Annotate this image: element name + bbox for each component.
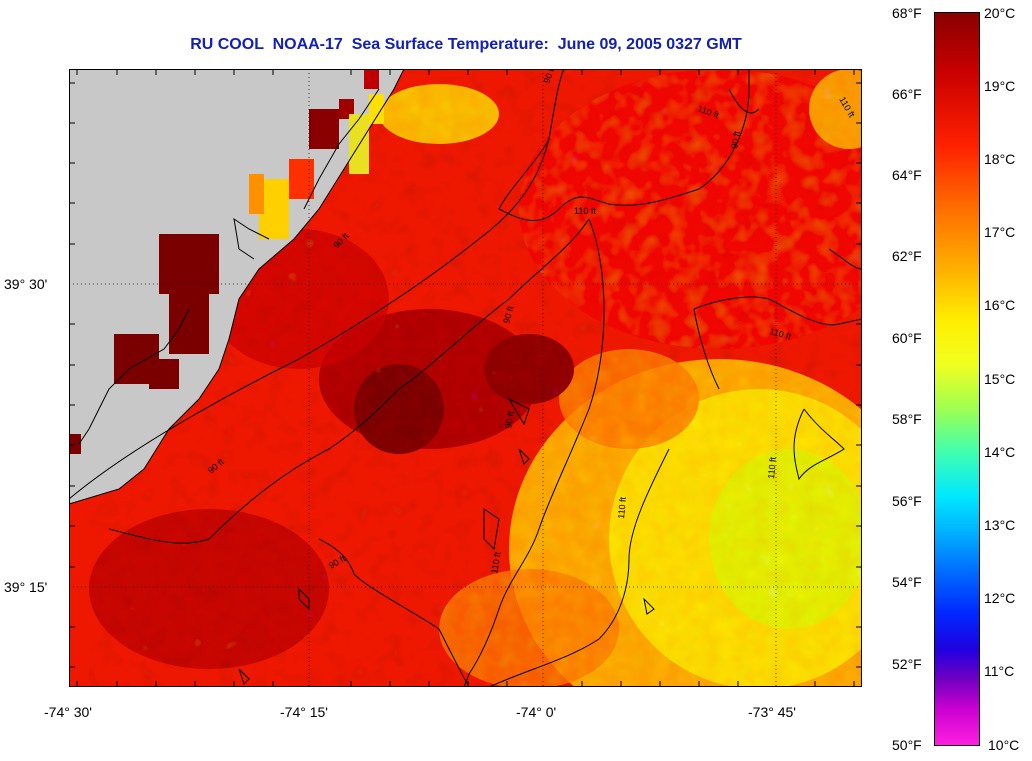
coastal-warm-pixels (69, 69, 384, 454)
colorbar-c-label-16: 16°C (984, 297, 1016, 313)
contour-label-110ft-s: 110 ft (616, 496, 628, 519)
y-tick-label-1: 39° 30' (4, 276, 48, 292)
colorbar-c-label-14: 14°C (984, 444, 1016, 460)
colorbar-c-label-12: 12°C (984, 590, 1016, 606)
graticule (69, 69, 862, 687)
colorbar-f-label-60: 60°F (892, 330, 922, 346)
contour-label-90ft-c: 90 ft (501, 305, 515, 325)
warm-tongue (559, 349, 699, 449)
colorbar-f-label-56: 56°F (892, 493, 922, 509)
contour-110ft-b (463, 218, 605, 687)
temperature-colorbar (934, 12, 980, 746)
colorbar-f-label-68: 68°F (892, 5, 922, 21)
cool-patch-n (379, 84, 499, 144)
sst-map-svg: 90 ft 110 ft 110 ft 90 ft 110 ft 90 ft 9… (69, 69, 862, 687)
contour-110ft-a (498, 69, 750, 222)
colorbar-f-label-50: 50°F (892, 737, 922, 753)
contour-110ft-h (728, 88, 760, 114)
colorbar-c-label-10: 10°C (988, 737, 1020, 753)
contour-label-90ft-ne: 90 ft (729, 130, 742, 149)
colorbar-c-label-15: 15°C (984, 371, 1016, 387)
contour-label-90ft-s: 90 ft (503, 410, 516, 429)
warm-patch-ne (519, 69, 862, 349)
contour-110ft-e (693, 308, 720, 390)
contour-label-110ft-se: 110 ft (766, 456, 778, 479)
contour-110ft-f (793, 408, 845, 481)
colorbar-c-label-11: 11°C (984, 663, 1015, 679)
x-tick-label-1: -74° 30' (44, 704, 92, 720)
x-tick-label-4: -73° 45' (748, 704, 796, 720)
contour-90ft-c (318, 538, 470, 687)
colorbar-f-label-66: 66°F (892, 86, 922, 102)
colorbar-c-label-13: 13°C (984, 517, 1016, 533)
colorbar-f-label-58: 58°F (892, 411, 922, 427)
cool-patch-se-core (709, 449, 862, 629)
hot-core-inner (354, 364, 444, 454)
x-tick-label-3: -74° 0' (516, 704, 557, 720)
cool-patch-ne-corner (809, 69, 862, 149)
colorbar-f-label-64: 64°F (892, 167, 922, 183)
contour-90ft-a (69, 69, 565, 500)
contour-90ft-b (108, 218, 590, 544)
colorbar-c-label-17: 17°C (984, 224, 1016, 240)
contour-110ft-g (828, 248, 862, 270)
contour-small-loops (238, 587, 655, 685)
colorbar-f-label-54: 54°F (892, 574, 922, 590)
colorbar-c-label-20: 20°C (984, 5, 1016, 21)
y-tick-label-2: 39° 15' (4, 579, 48, 595)
colorbar-f-label-52: 52°F (892, 656, 922, 672)
coastline (69, 69, 405, 505)
colorbar-c-label-18: 18°C (984, 151, 1016, 167)
colorbar-c-label-19: 19°C (984, 78, 1016, 94)
dark-patch-sw (89, 509, 329, 669)
colorbar-f-label-62: 62°F (892, 248, 922, 264)
isobath-contours (69, 69, 862, 687)
x-tick-label-2: -74° 15' (280, 704, 328, 720)
contour-110ft-d (693, 296, 862, 326)
orange-patch-s (439, 569, 619, 687)
back-bay-shoreline (78, 88, 380, 445)
map-frame (69, 69, 862, 687)
contour-110ft-c (488, 448, 670, 687)
hot-core-east (484, 334, 574, 404)
contour-small-loops-2 (483, 397, 530, 551)
contour-label-110ft-loop: 110 ft (489, 551, 503, 575)
sst-map: 90 ft 110 ft 110 ft 90 ft 110 ft 90 ft 9… (69, 69, 862, 687)
map-title: RU COOL NOAA-17 Sea Surface Temperature:… (190, 36, 742, 53)
contour-label-110ft-mid: 110 ft (574, 206, 596, 216)
